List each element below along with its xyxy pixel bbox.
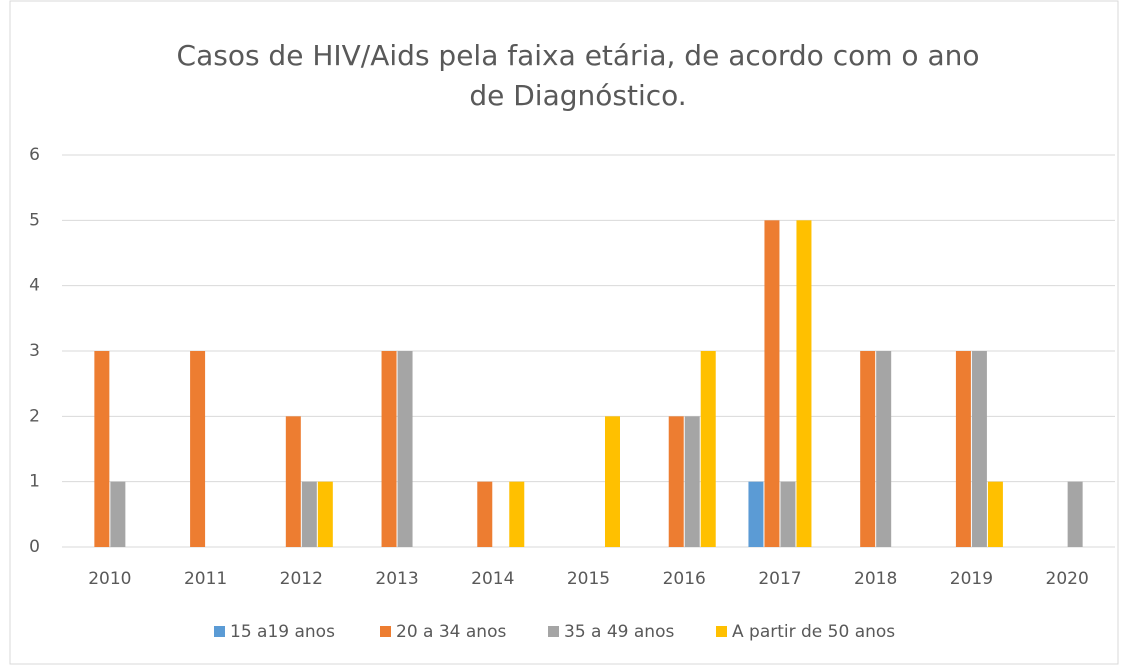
bar: [190, 351, 206, 547]
x-tick-label: 2010: [88, 569, 131, 589]
x-tick-label: 2011: [184, 569, 227, 589]
y-tick-label: 4: [29, 276, 40, 296]
bar: [509, 481, 525, 547]
x-tick-label: 2017: [758, 569, 801, 589]
legend-label: 20 a 34 anos: [396, 622, 506, 642]
bar: [1067, 481, 1083, 547]
bar: [780, 481, 796, 547]
legend-swatch: [716, 626, 727, 637]
bar: [987, 481, 1003, 547]
bar: [381, 351, 397, 547]
y-tick-label: 1: [29, 472, 40, 492]
chart-frame: [9, 0, 1119, 665]
bar: [860, 351, 876, 547]
x-tick-label: 2019: [950, 569, 993, 589]
bar: [301, 481, 317, 547]
bar: [876, 351, 892, 547]
x-tick-label: 2020: [1046, 569, 1089, 589]
legend-swatch: [214, 626, 225, 637]
bar: [285, 416, 301, 547]
y-tick-label: 6: [29, 145, 40, 165]
bar: [110, 481, 126, 547]
x-tick-label: 2016: [663, 569, 706, 589]
bar: [605, 416, 620, 547]
bar: [764, 220, 780, 548]
y-tick-label: 5: [29, 210, 40, 230]
x-tick-label: 2012: [280, 569, 323, 589]
bar: [796, 220, 812, 548]
y-tick-label: 0: [29, 537, 40, 557]
legend-swatch: [380, 626, 391, 637]
x-tick-label: 2013: [375, 569, 418, 589]
legend-label: 15 a19 anos: [230, 622, 335, 642]
bar: [748, 481, 764, 547]
bar: [317, 481, 333, 547]
bar: [397, 351, 413, 547]
bar: [684, 416, 700, 547]
bar: [668, 416, 684, 547]
chart-title: de Diagnóstico.: [469, 79, 686, 112]
bar: [955, 351, 971, 547]
legend-label: 35 a 49 anos: [564, 622, 674, 642]
bar: [477, 481, 493, 547]
bar: [700, 351, 716, 547]
y-tick-label: 3: [29, 341, 40, 361]
chart-title: Casos de HIV/Aids pela faixa etária, de …: [177, 39, 980, 72]
x-tick-label: 2018: [854, 569, 897, 589]
y-tick-label: 2: [29, 406, 40, 426]
legend-label: A partir de 50 anos: [732, 622, 895, 642]
bar: [94, 351, 110, 547]
x-tick-label: 2014: [471, 569, 514, 589]
legend-swatch: [548, 626, 559, 637]
bar: [971, 351, 987, 547]
x-tick-label: 2015: [567, 569, 610, 589]
